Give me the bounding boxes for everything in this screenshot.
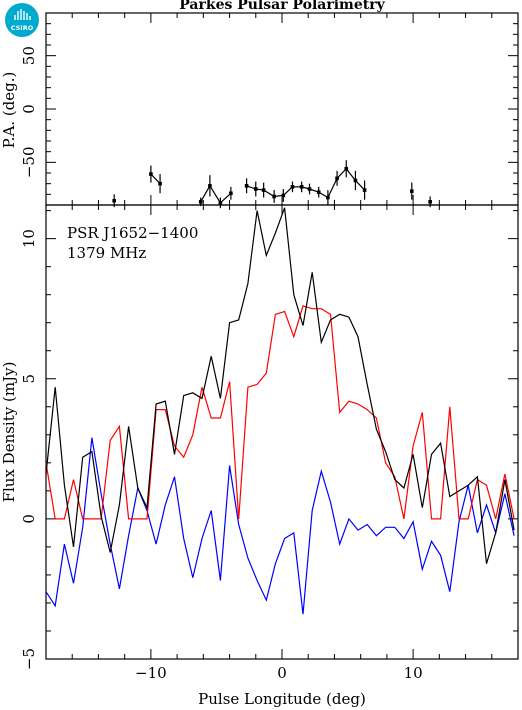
x-tick-label: −10 <box>135 664 167 682</box>
pa-point <box>362 188 367 192</box>
flux-axis-label: Flux Density (mJy) <box>0 362 18 503</box>
pa-point <box>208 184 212 188</box>
flux-series <box>45 207 515 615</box>
flux-y-tick-label: 5 <box>20 374 38 384</box>
frequency-annotation: 1379 MHz <box>67 244 146 262</box>
flux-y-tick-label: 10 <box>20 229 38 248</box>
pa-points <box>112 160 432 209</box>
pa-point <box>158 181 162 186</box>
pa-point <box>244 184 249 188</box>
pa-connector <box>327 178 338 198</box>
pa-point <box>316 190 321 194</box>
pa-y-tick-label: 0 <box>20 104 38 114</box>
csiro-logo-badge <box>5 3 39 37</box>
pa-y-tick-label: 50 <box>20 46 38 65</box>
pa-point <box>281 193 286 198</box>
pa-point <box>261 188 266 192</box>
x-tick-label: 10 <box>404 664 423 682</box>
pa-point <box>112 198 116 203</box>
total-intensity-line <box>45 207 515 564</box>
csiro-logo-bars <box>14 9 31 20</box>
csiro-logo: CSIRO <box>5 3 39 37</box>
pa-point <box>198 200 203 204</box>
pa-point <box>344 166 349 171</box>
pa-point <box>290 185 295 189</box>
pa-axis-label: P.A. (deg.) <box>0 72 18 149</box>
linear-polarization-line <box>45 305 515 520</box>
pa-y-tick-label: −50 <box>20 147 38 179</box>
pa-point <box>229 191 233 196</box>
pa-connector <box>209 185 221 204</box>
x-tick-label: 0 <box>277 664 287 682</box>
pa-point <box>410 189 414 193</box>
pa-point <box>326 195 330 200</box>
pa-point <box>149 172 153 176</box>
chart-title: Parkes Pulsar Polarimetry <box>179 0 385 13</box>
pa-point <box>353 178 358 183</box>
pa-point <box>253 187 258 191</box>
pa-point <box>299 185 304 189</box>
pa-point <box>307 187 312 191</box>
pulsar-name-annotation: PSR J1652−1400 <box>67 224 198 242</box>
pa-point <box>428 200 432 204</box>
csiro-logo-text: CSIRO <box>11 24 34 32</box>
pa-point <box>218 201 223 205</box>
pa-panel-frame <box>45 12 519 206</box>
pa-point <box>272 194 276 199</box>
flux-y-tick-label: −5 <box>20 648 38 670</box>
pa-point <box>335 176 339 181</box>
flux-y-tick-label: 0 <box>20 514 38 524</box>
circular-polarization-line <box>45 437 515 615</box>
pa-connector <box>200 185 211 203</box>
pa-connector <box>345 168 356 181</box>
x-axis-label: Pulse Longitude (deg) <box>198 690 366 708</box>
